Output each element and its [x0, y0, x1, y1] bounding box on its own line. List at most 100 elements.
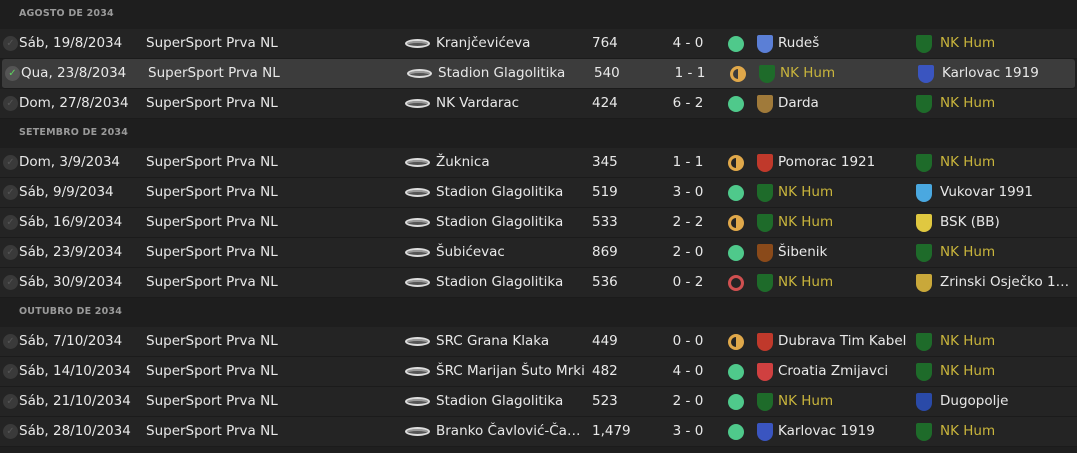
away-team[interactable]: Karlovac 1919	[942, 65, 1039, 81]
stadium[interactable]: SRC Grana Klaka	[436, 333, 550, 349]
home-team[interactable]: Dubrava Tim Kabel	[778, 333, 907, 349]
home-team-badge-icon	[759, 65, 775, 83]
check-icon[interactable]: ✓	[3, 424, 18, 439]
score[interactable]: 4 - 0	[672, 363, 704, 379]
match-date: Sáb, 16/9/2034	[19, 214, 123, 230]
competition[interactable]: SuperSport Prva NL	[146, 95, 278, 111]
score[interactable]: 3 - 0	[672, 184, 704, 200]
match-row[interactable]: ✓ Qua, 23/8/2034 SuperSport Prva NL Stad…	[2, 59, 1075, 89]
attendance: 345	[592, 154, 618, 170]
check-icon[interactable]: ✓	[3, 334, 18, 349]
check-icon[interactable]: ✓	[3, 96, 18, 111]
away-team[interactable]: BSK (BB)	[940, 214, 1000, 230]
month-header: OUTUBRO DE 2034	[0, 298, 1077, 327]
result-win-icon	[728, 364, 744, 380]
competition[interactable]: SuperSport Prva NL	[146, 363, 278, 379]
result-draw-icon	[728, 334, 744, 350]
match-row[interactable]: ✓ Dom, 27/8/2034 SuperSport Prva NL NK V…	[0, 89, 1077, 119]
stadium[interactable]: Žuknica	[436, 154, 490, 170]
away-team-badge-icon	[916, 95, 932, 113]
away-team[interactable]: NK Hum	[940, 333, 996, 349]
competition[interactable]: SuperSport Prva NL	[146, 184, 278, 200]
match-date: Sáb, 21/10/2034	[19, 393, 131, 409]
check-icon[interactable]: ✓	[3, 185, 18, 200]
home-team[interactable]: Šibenik	[778, 244, 828, 260]
stadium[interactable]: Stadion Glagolitika	[436, 214, 564, 230]
check-icon[interactable]: ✓	[3, 215, 18, 230]
stadium[interactable]: Šubićevac	[436, 244, 505, 260]
match-row[interactable]: ✓ Sáb, 28/10/2034 SuperSport Prva NL Bra…	[0, 417, 1077, 447]
score[interactable]: 3 - 0	[672, 423, 704, 439]
result-win-icon	[728, 394, 744, 410]
stadium[interactable]: NK Vardarac	[436, 95, 520, 111]
competition[interactable]: SuperSport Prva NL	[146, 214, 278, 230]
home-team-badge-icon	[757, 214, 773, 232]
away-team-badge-icon	[918, 65, 934, 83]
stadium[interactable]: ŠRC Marijan Šuto Mrki	[436, 363, 585, 379]
home-team[interactable]: Karlovac 1919	[778, 423, 875, 439]
away-team[interactable]: NK Hum	[940, 244, 996, 260]
result-win-icon	[728, 185, 744, 201]
away-team[interactable]: Vukovar 1991	[940, 184, 1033, 200]
competition[interactable]: SuperSport Prva NL	[146, 274, 278, 290]
competition[interactable]: SuperSport Prva NL	[146, 35, 278, 51]
stadium[interactable]: Kranjčevićeva	[436, 35, 531, 51]
score[interactable]: 4 - 0	[672, 35, 704, 51]
competition[interactable]: SuperSport Prva NL	[146, 154, 278, 170]
away-team[interactable]: NK Hum	[940, 423, 996, 439]
score[interactable]: 2 - 0	[672, 393, 704, 409]
check-icon[interactable]: ✓	[3, 394, 18, 409]
check-icon[interactable]: ✓	[3, 155, 18, 170]
home-team[interactable]: Pomorac 1921	[778, 154, 876, 170]
match-row[interactable]: ✓ Sáb, 21/10/2034 SuperSport Prva NL Sta…	[0, 387, 1077, 417]
match-row[interactable]: ✓ Sáb, 19/8/2034 SuperSport Prva NL Kran…	[0, 29, 1077, 59]
check-icon[interactable]: ✓	[5, 66, 20, 81]
home-team[interactable]: Rudeš	[778, 35, 820, 51]
stadium[interactable]: Stadion Glagolitika	[438, 65, 566, 81]
score[interactable]: 2 - 0	[672, 244, 704, 260]
match-row[interactable]: ✓ Sáb, 14/10/2034 SuperSport Prva NL ŠRC…	[0, 357, 1077, 387]
score[interactable]: 1 - 1	[674, 65, 706, 81]
stadium[interactable]: Branko Čavlović-Čavlek	[436, 423, 586, 439]
competition[interactable]: SuperSport Prva NL	[146, 244, 278, 260]
home-team[interactable]: Darda	[778, 95, 819, 111]
home-team[interactable]: NK Hum	[778, 214, 834, 230]
stadium[interactable]: Stadion Glagolitika	[436, 393, 564, 409]
score[interactable]: 0 - 2	[672, 274, 704, 290]
away-team[interactable]: Zrinski Osječko 1664	[940, 274, 1075, 290]
competition[interactable]: SuperSport Prva NL	[146, 333, 278, 349]
competition[interactable]: SuperSport Prva NL	[146, 393, 278, 409]
match-row[interactable]: ✓ Sáb, 9/9/2034 SuperSport Prva NL Stadi…	[0, 178, 1077, 208]
check-icon[interactable]: ✓	[3, 275, 18, 290]
away-team[interactable]: Dugopolje	[940, 393, 1009, 409]
match-row[interactable]: ✓ Sáb, 23/9/2034 SuperSport Prva NL Šubi…	[0, 238, 1077, 268]
home-team[interactable]: NK Hum	[778, 184, 834, 200]
check-icon[interactable]: ✓	[3, 364, 18, 379]
stadium[interactable]: Stadion Glagolitika	[436, 184, 564, 200]
check-icon[interactable]: ✓	[3, 245, 18, 260]
home-team[interactable]: NK Hum	[780, 65, 836, 81]
match-row[interactable]: ✓ Sáb, 7/10/2034 SuperSport Prva NL SRC …	[0, 327, 1077, 357]
home-team[interactable]: NK Hum	[778, 393, 834, 409]
away-team[interactable]: NK Hum	[940, 95, 996, 111]
away-team[interactable]: NK Hum	[940, 35, 996, 51]
match-row[interactable]: ✓ Sáb, 30/9/2034 SuperSport Prva NL Stad…	[0, 268, 1077, 298]
score[interactable]: 2 - 2	[672, 214, 704, 230]
score[interactable]: 0 - 0	[672, 333, 704, 349]
competition[interactable]: SuperSport Prva NL	[148, 65, 280, 81]
competition[interactable]: SuperSport Prva NL	[146, 423, 278, 439]
attendance: 523	[592, 393, 618, 409]
match-row[interactable]: ✓ Dom, 3/9/2034 SuperSport Prva NL Žukni…	[0, 148, 1077, 178]
match-row[interactable]: ✓ Sáb, 16/9/2034 SuperSport Prva NL Stad…	[0, 208, 1077, 238]
home-team[interactable]: Croatia Zmijavci	[778, 363, 889, 379]
away-team[interactable]: NK Hum	[940, 363, 996, 379]
score[interactable]: 1 - 1	[672, 154, 704, 170]
score[interactable]: 6 - 2	[672, 95, 704, 111]
home-team-badge-icon	[757, 184, 773, 202]
attendance: 424	[592, 95, 618, 111]
stadium[interactable]: Stadion Glagolitika	[436, 274, 564, 290]
check-icon[interactable]: ✓	[3, 36, 18, 51]
away-team[interactable]: NK Hum	[940, 154, 996, 170]
home-team[interactable]: NK Hum	[778, 274, 834, 290]
